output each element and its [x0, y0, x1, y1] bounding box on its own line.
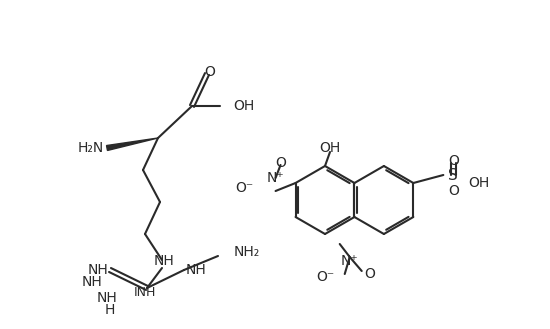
Text: NH: NH [81, 275, 102, 289]
Text: NH: NH [87, 263, 108, 277]
Text: H: H [104, 303, 115, 317]
Text: NH₂: NH₂ [234, 245, 260, 259]
Text: OH: OH [469, 176, 490, 190]
Text: OH: OH [233, 99, 254, 113]
Text: O: O [275, 156, 286, 170]
Text: O: O [448, 154, 459, 168]
Text: NH: NH [186, 263, 207, 277]
Text: O: O [365, 267, 376, 281]
Text: O: O [205, 65, 216, 79]
Text: O⁻: O⁻ [235, 181, 254, 195]
Text: INH: INH [134, 287, 156, 299]
Text: NH: NH [96, 291, 117, 305]
Polygon shape [107, 138, 158, 150]
Text: O⁻: O⁻ [316, 270, 335, 284]
Text: S: S [448, 167, 458, 183]
Text: N⁺: N⁺ [267, 171, 284, 185]
Text: OH: OH [320, 141, 340, 155]
Text: NH: NH [153, 254, 174, 268]
Text: H₂N: H₂N [78, 141, 104, 155]
Text: O: O [448, 184, 459, 198]
Text: N⁺: N⁺ [341, 254, 359, 268]
